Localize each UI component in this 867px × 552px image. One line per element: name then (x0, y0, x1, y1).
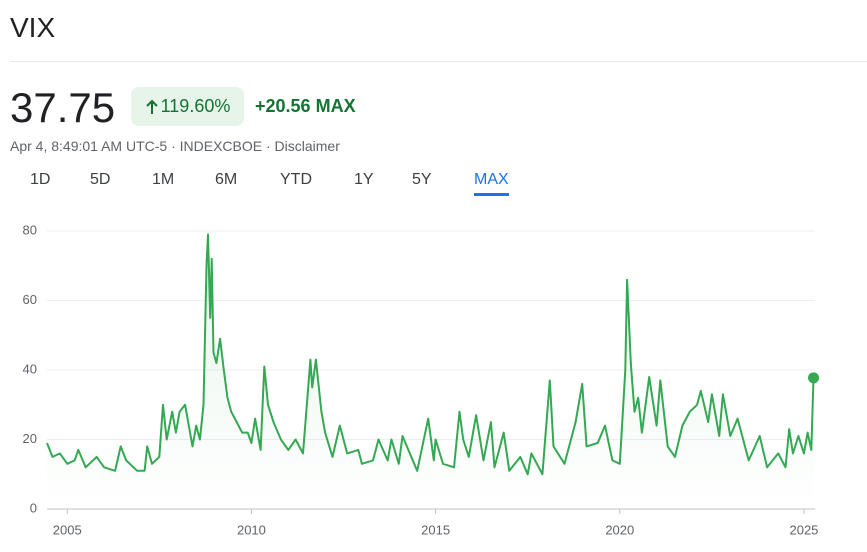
y-tick-label: 80 (23, 222, 37, 237)
range-tab[interactable]: 5Y (412, 171, 432, 188)
range-tab[interactable]: 6M (215, 171, 238, 188)
range-tab[interactable]: 1D (30, 171, 51, 188)
chart: 0 20 40 60 80 2005 2010 2015 2020 2025 (23, 222, 820, 537)
meta: Apr 4, 8:49:01 AM UTC-5 · INDEXCBOE · Di… (10, 138, 340, 154)
range-tab[interactable]: 1Y (354, 171, 374, 188)
y-tick-label: 20 (23, 431, 37, 446)
range-tab[interactable]: 5D (90, 171, 111, 188)
change-value: +20.56 (255, 96, 311, 116)
change-percent: 119.60% (160, 96, 231, 116)
change: +20.56 MAX (255, 96, 356, 117)
y-tick-label: 60 (23, 292, 37, 307)
range-tab[interactable]: MAX (474, 171, 509, 196)
divider (10, 61, 867, 62)
y-tick-label: 40 (23, 361, 37, 376)
range-label: MAX (315, 96, 356, 116)
price: 37.75 (10, 84, 116, 131)
line (46, 233, 815, 476)
x-tick-label: 2025 (789, 522, 818, 537)
y-tick-label: 0 (30, 500, 37, 515)
range-tab[interactable]: 1M (152, 171, 175, 188)
x-tick-label: 2015 (421, 522, 450, 537)
up-arrow (145, 99, 158, 114)
range-tab[interactable]: YTD (280, 171, 312, 188)
ticker-title: VIX (10, 12, 56, 43)
last-point (808, 372, 820, 384)
change-badge: 119.60% (131, 87, 244, 126)
x-tick-label: 2020 (605, 522, 634, 537)
area (47, 234, 814, 509)
x-tick-label: 2005 (53, 522, 82, 537)
x-tick-label: 2010 (237, 522, 266, 537)
